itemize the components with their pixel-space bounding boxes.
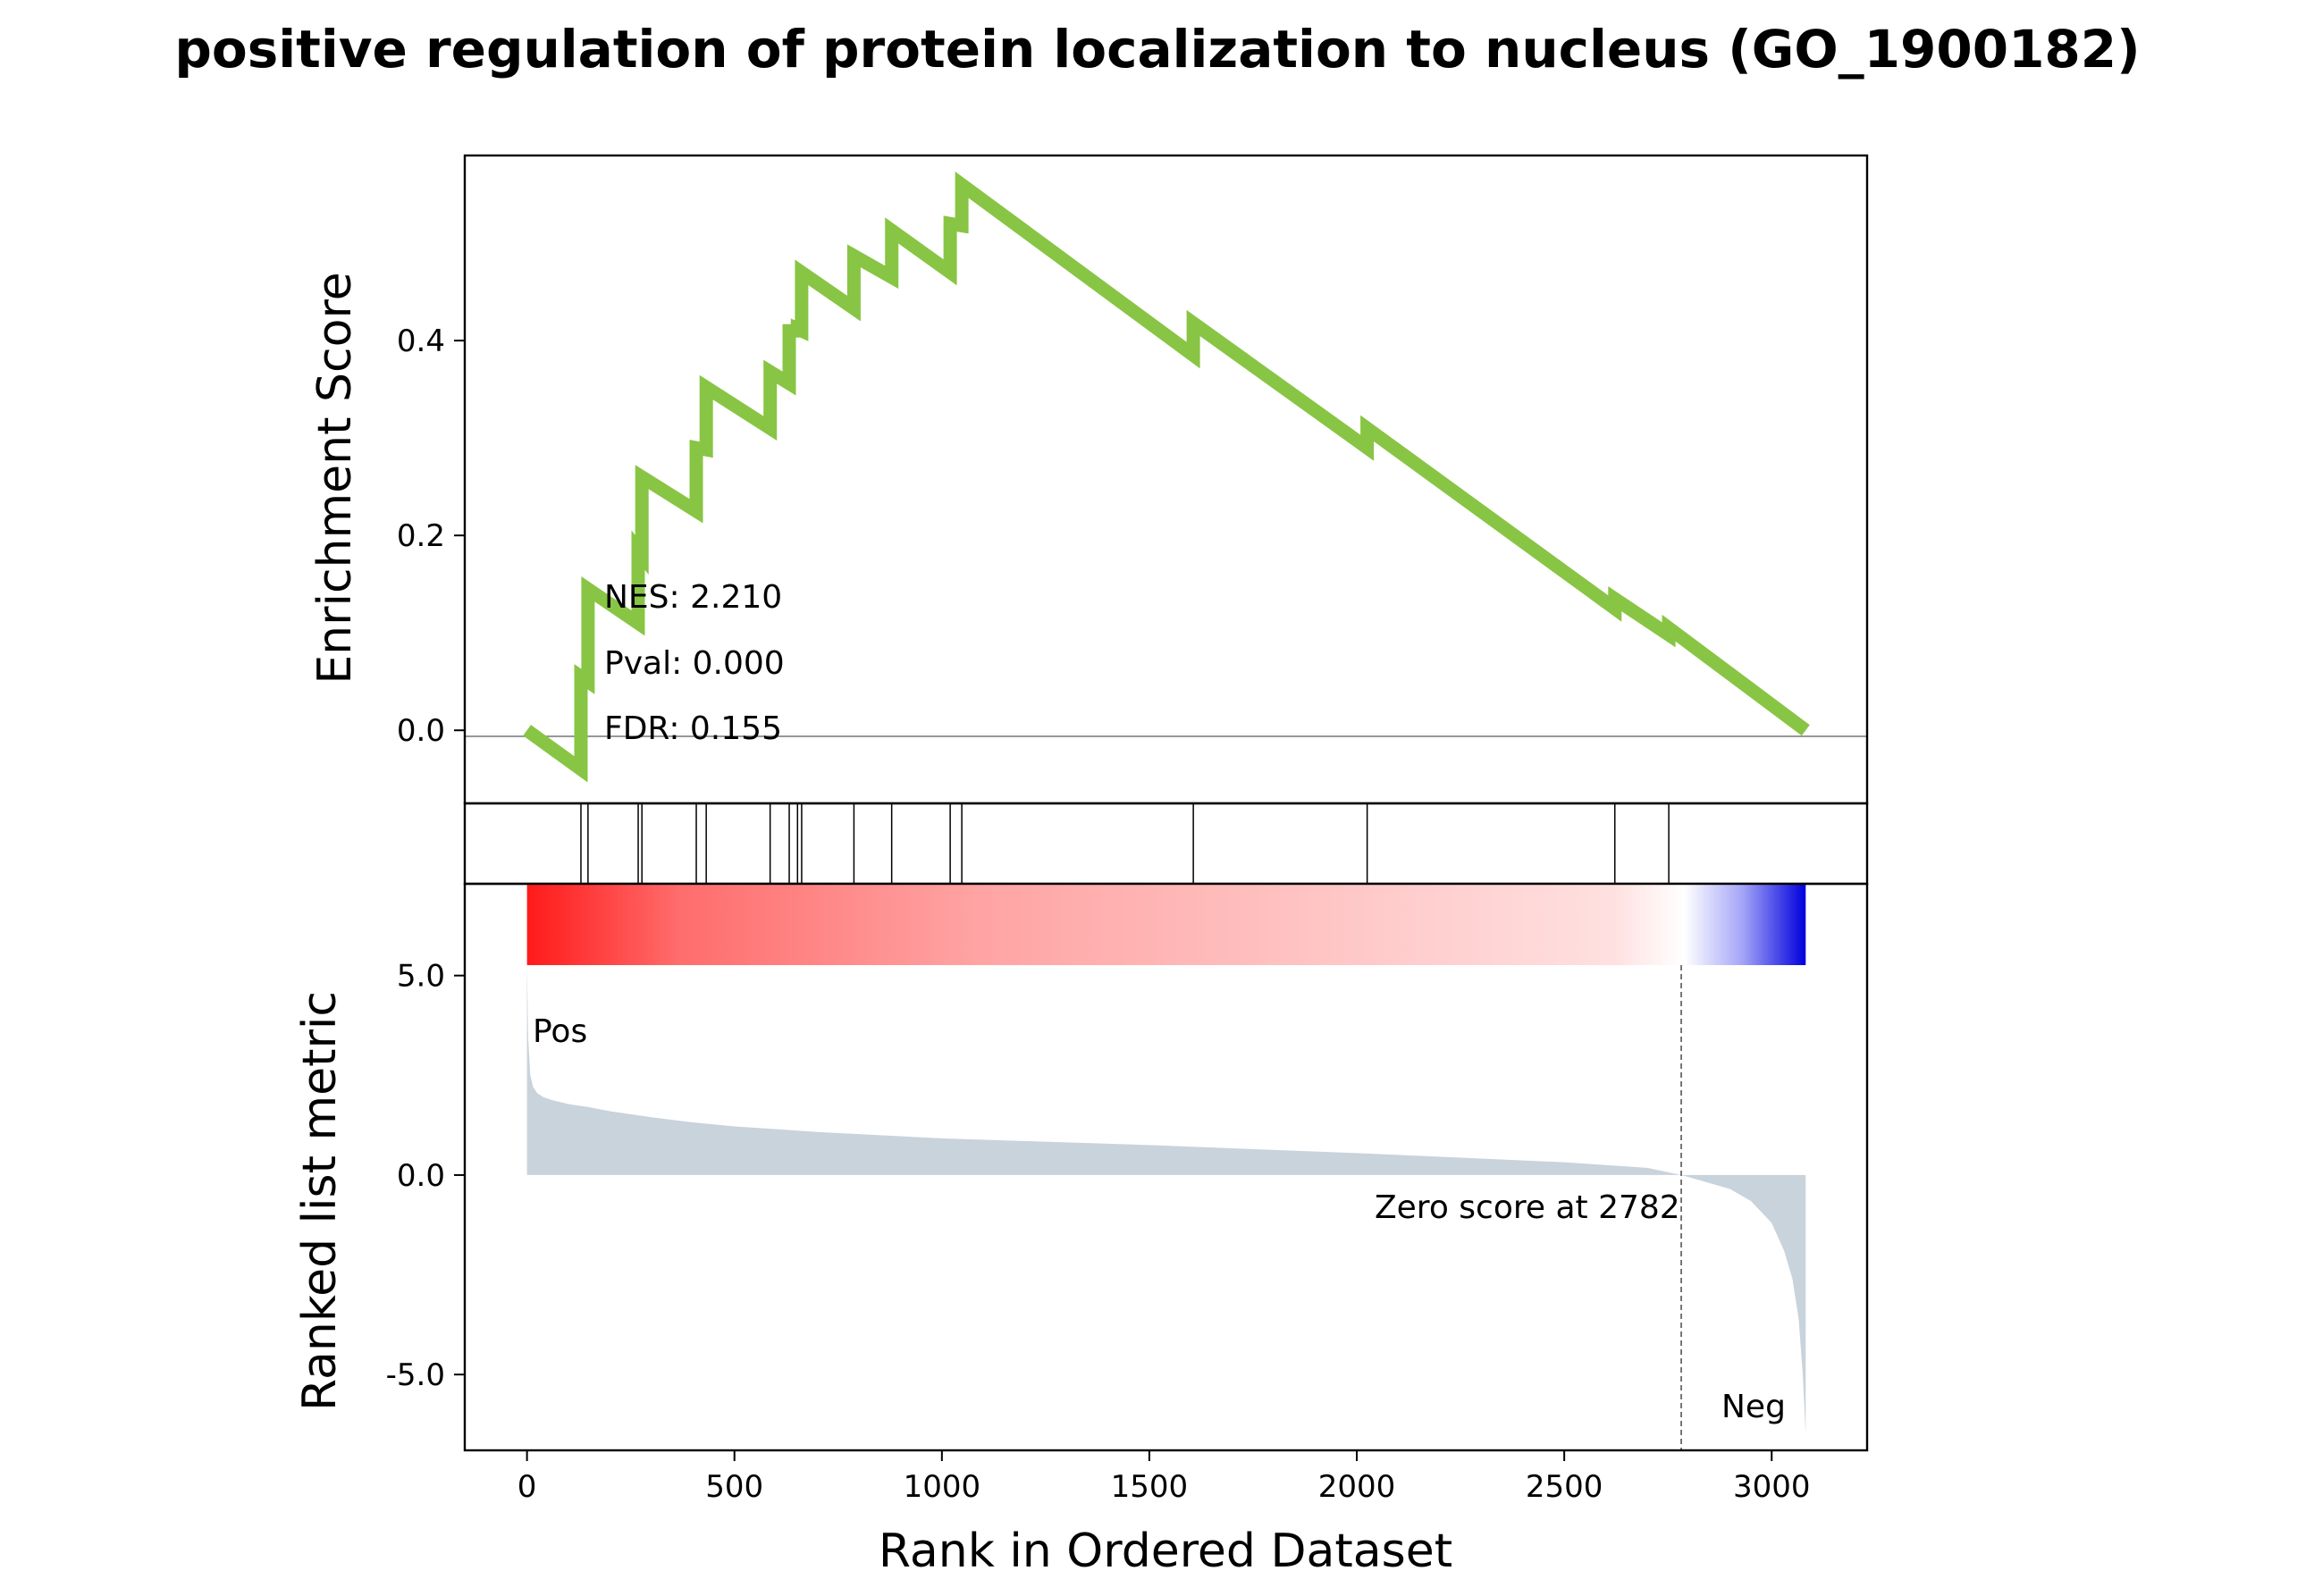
hits-panel-frame xyxy=(463,802,1869,886)
x-tick-label: 0 xyxy=(517,1469,537,1505)
ranked-panel-frame xyxy=(463,882,1869,1452)
nes-stat: NES: 2.210 xyxy=(604,579,782,616)
x-tick-label: 1000 xyxy=(904,1469,981,1505)
es-y-ticks: 0.0 0.2 0.4 xyxy=(397,323,465,749)
chart-title: positive regulation of protein localizat… xyxy=(174,19,2140,80)
x-tick-label: 2500 xyxy=(1526,1469,1603,1505)
hits-panel xyxy=(463,802,1869,886)
enrichment-panel-frame xyxy=(463,154,1869,805)
pval-stat: Pval: 0.000 xyxy=(604,645,785,682)
ranked-y-tick-label: 5.0 xyxy=(397,959,445,995)
es-y-tick-label: 0.2 xyxy=(397,518,445,554)
x-axis-label: Rank in Ordered Dataset xyxy=(879,1525,1452,1578)
es-y-tick-label: 0.0 xyxy=(397,713,445,749)
enrichment-panel: 0.0 0.2 0.4 NES: 2.210 Pval: 0.000 FDR: 0.… xyxy=(308,154,1869,805)
enrichment-score-line xyxy=(523,171,1810,783)
x-ticks: 0 500 1000 1500 2000 2500 3000 xyxy=(517,1450,1811,1505)
ranked-y-tick-label: 0.0 xyxy=(397,1158,445,1194)
es-y-tick-label: 0.4 xyxy=(397,323,445,359)
x-tick-label: 3000 xyxy=(1733,1469,1811,1505)
rank-color-bar xyxy=(526,884,1806,965)
pos-label: Pos xyxy=(533,1013,587,1050)
zero-score-label: Zero score at 2782 xyxy=(1375,1189,1680,1226)
x-tick-label: 500 xyxy=(705,1469,763,1505)
x-tick-label: 2000 xyxy=(1318,1469,1396,1505)
hit-lines xyxy=(580,803,1670,884)
ranked-y-axis-label: Ranked list metric xyxy=(293,991,347,1411)
fdr-stat: FDR: 0.155 xyxy=(604,710,782,747)
ranked-panel: Zero score at 2782 Pos Neg -5.0 0.0 5.0 0 5… xyxy=(293,882,1869,1578)
es-y-axis-label: Enrichment Score xyxy=(308,272,362,684)
x-tick-label: 1500 xyxy=(1111,1469,1189,1505)
ranked-y-tick-label: -5.0 xyxy=(386,1357,445,1393)
ranked-y-ticks: -5.0 0.0 5.0 xyxy=(386,959,465,1393)
neg-label: Neg xyxy=(1721,1389,1786,1425)
